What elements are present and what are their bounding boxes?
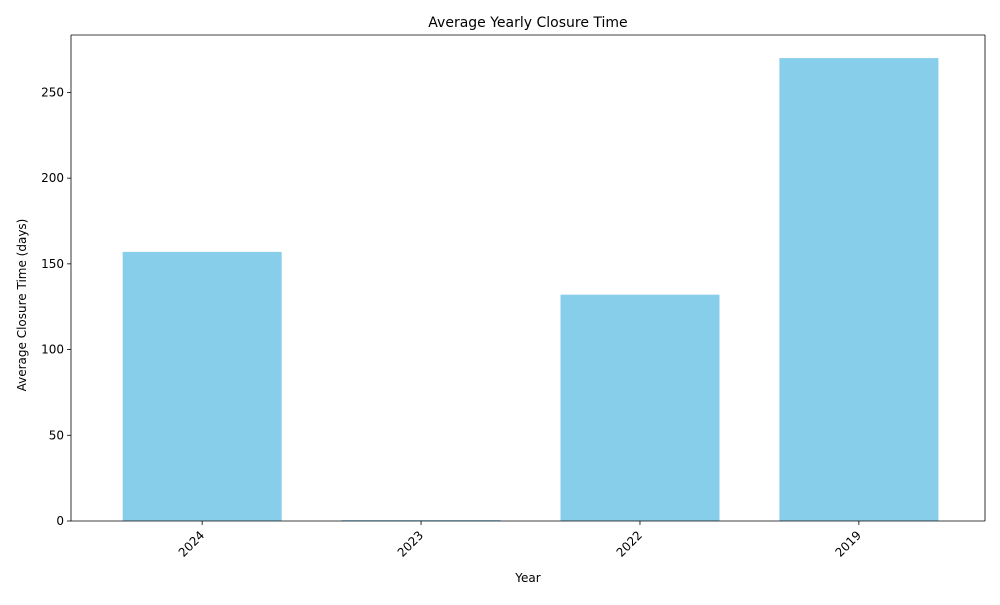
bar-2019: [779, 58, 939, 521]
y-tick-label: 50: [49, 428, 64, 442]
chart-title: Average Yearly Closure Time: [428, 15, 627, 31]
bar-2023: [341, 520, 501, 521]
x-tick-label: 2022: [614, 528, 645, 559]
y-tick-label: 200: [41, 171, 64, 185]
x-tick-label: 2023: [395, 528, 426, 559]
x-tick-label: 2019: [832, 528, 863, 559]
plot-area: 0 50 100 150 200 250 2024 2023 2022 2019: [41, 34, 986, 560]
y-tick-label: 250: [41, 85, 64, 99]
y-tick-label: 0: [56, 514, 64, 528]
x-axis-label: Year: [514, 571, 540, 585]
y-axis-label: Average Closure Time (days): [15, 219, 29, 392]
y-tick-label: 100: [41, 343, 64, 357]
x-tick-label: 2024: [176, 528, 207, 559]
bar-2022: [560, 294, 720, 521]
y-tick-label: 150: [41, 257, 64, 271]
bar-2024: [122, 251, 282, 521]
